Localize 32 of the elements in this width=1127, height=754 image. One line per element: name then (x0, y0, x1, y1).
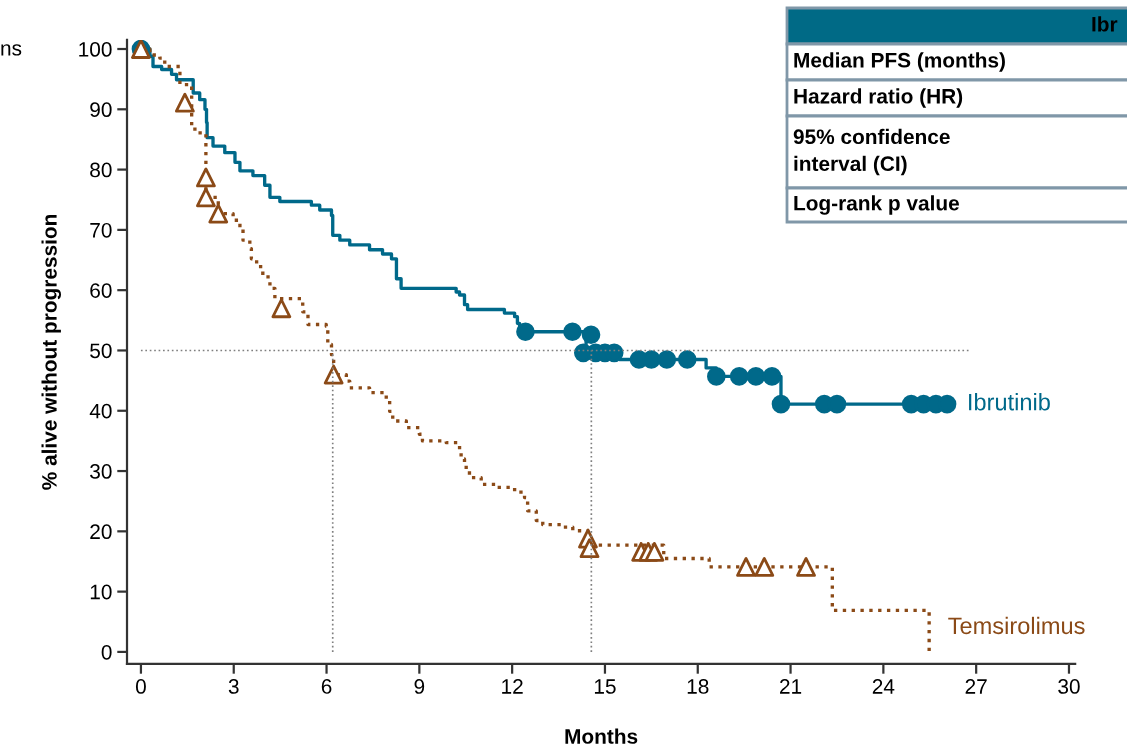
x-tick-label: 0 (135, 679, 146, 694)
y-tick-label: 0 (101, 644, 112, 660)
x-tick-label: 21 (780, 679, 802, 694)
y-tick-label: 90 (90, 102, 112, 118)
x-axis-title: Months (565, 728, 638, 744)
x-tick-label: 27 (965, 679, 987, 694)
y-tick-label: 40 (89, 403, 112, 419)
y-tick-label: 70 (90, 222, 112, 238)
x-tick-label: 6 (321, 679, 332, 694)
y-tick-label: 80 (90, 162, 112, 178)
y-tick-label: 100 (79, 42, 112, 57)
y-tick-label: 10 (90, 584, 112, 600)
annotation: Log-rank p value (794, 195, 959, 215)
x-tick-label: 24 (872, 679, 895, 694)
x-tick-label: 3 (228, 679, 239, 694)
x-tick-label: 15 (594, 679, 616, 694)
x-tick-label: 30 (1058, 679, 1080, 694)
y-tick-label: 30 (90, 464, 112, 479)
series-label: Ibrutinib (969, 393, 1050, 411)
annotation: Median PFS (months) (794, 52, 1005, 72)
text: ns (1, 44, 22, 56)
series-label: Temsirolimus (948, 616, 1085, 635)
x-tick-label: 18 (687, 679, 709, 694)
text: Ibr (1092, 16, 1118, 32)
y-tick-label: 50 (90, 343, 112, 359)
y-tick-label: 20 (90, 524, 112, 540)
x-tick-label: 9 (414, 679, 425, 694)
x-tick-label: 12 (502, 679, 523, 694)
y-axis-title: % alive without progression (41, 214, 62, 490)
y-tick-label: 60 (90, 283, 112, 298)
annotation: 95% confidence interval (CI) (793, 128, 950, 176)
annotation: Hazard ratio (HR) (794, 88, 963, 108)
